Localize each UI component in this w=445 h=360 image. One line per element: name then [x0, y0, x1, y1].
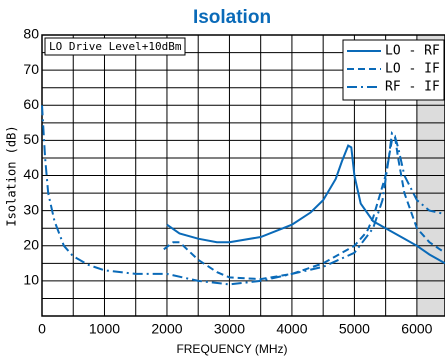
- y-tick-label: 50: [23, 131, 39, 147]
- y-tick-label: 80: [23, 26, 39, 42]
- annotation-box: [44, 37, 186, 56]
- y-tick-label: 60: [23, 96, 39, 112]
- y-tick-label: 30: [23, 201, 39, 217]
- x-tick-label: 0: [38, 321, 46, 337]
- x-tick-label: 4000: [276, 321, 307, 337]
- x-tick-label: 3000: [214, 321, 245, 337]
- y-tick-label: 40: [23, 166, 39, 182]
- x-tick-label: 1000: [89, 321, 120, 337]
- y-tick-label: 20: [23, 236, 39, 252]
- plot-frame: [41, 34, 445, 317]
- annotation: LO Drive Level+10dBm: [49, 40, 182, 53]
- series-line: [166, 144, 445, 265]
- series-line: [163, 134, 445, 281]
- chart-title: Isolation: [193, 7, 271, 28]
- y-tick-label: 70: [23, 61, 39, 77]
- x-tick-label: 5000: [339, 321, 370, 337]
- legend-label: LO - RF: [385, 44, 440, 59]
- y-tick-label: 10: [23, 272, 39, 288]
- y-axis-label: Isolation (dB): [5, 125, 19, 226]
- legend-label: LO - IF: [385, 62, 440, 77]
- x-tick-label: 2000: [151, 321, 182, 337]
- series-line: [41, 105, 445, 286]
- x-tick-label: 6000: [401, 321, 432, 337]
- x-axis-label: FREQUENCY (MHz): [176, 342, 287, 356]
- legend-label: RF - IF: [385, 80, 440, 95]
